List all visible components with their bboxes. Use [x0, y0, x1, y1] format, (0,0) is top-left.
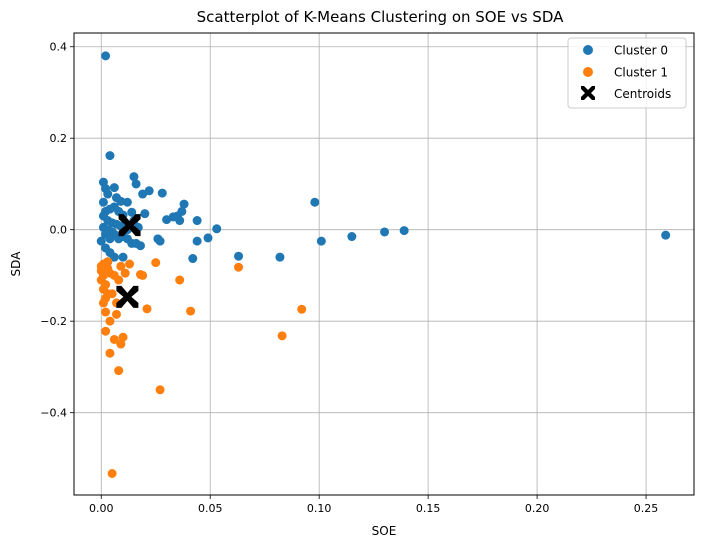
- cluster-0-point: [144, 186, 154, 196]
- y-tick-label: 0.2: [50, 132, 68, 145]
- cluster-0-point: [98, 197, 108, 207]
- cluster-0-point: [109, 183, 119, 193]
- y-tick-label: 0.0: [50, 224, 68, 237]
- cluster-0-point: [234, 251, 244, 261]
- cluster-0-point: [140, 209, 150, 219]
- cluster-1-point: [101, 307, 111, 317]
- cluster-0-point: [661, 230, 671, 240]
- x-tick-label: 0.15: [416, 502, 441, 515]
- cluster-1-point: [116, 261, 126, 271]
- cluster-0-point: [122, 197, 132, 207]
- cluster-0-point: [380, 227, 390, 237]
- x-tick-label: 0.20: [525, 502, 550, 515]
- centroid-marker: [116, 285, 139, 308]
- y-tick-label: 0.4: [50, 41, 68, 54]
- cluster-0-point: [399, 226, 409, 236]
- cluster-0-point: [109, 252, 119, 262]
- axis-ticks: 0.00 0.05 0.10 0.15 0.20 0.25 −0.4 −0.2 0.0 0.2 0.…: [40, 41, 658, 515]
- cluster-1-point: [101, 326, 111, 336]
- cluster-1-point: [118, 332, 128, 342]
- cluster-1-point: [138, 270, 148, 280]
- chart-title: Scatterplot of K-Means Clustering on SOE…: [197, 8, 564, 26]
- y-axis-label: SDA: [9, 251, 23, 277]
- cluster-1-point: [297, 304, 307, 314]
- cluster-0-point: [157, 188, 167, 198]
- cluster-1-point: [114, 366, 124, 376]
- cluster-0-point: [203, 233, 213, 243]
- x-tick-label: 0.10: [307, 502, 332, 515]
- legend-label-cluster-1: Cluster 1: [614, 66, 668, 80]
- x-tick-label: 0.05: [198, 502, 223, 515]
- legend-marker-cluster-0: [583, 45, 593, 55]
- cluster-1-point: [105, 316, 115, 326]
- cluster-1-point: [111, 309, 121, 319]
- plot-frame: [73, 32, 695, 496]
- cluster-1-point: [109, 334, 119, 344]
- cluster-0-point: [192, 216, 202, 226]
- cluster-0-point: [135, 241, 145, 251]
- cluster-1-point: [151, 258, 161, 268]
- cluster-1-point: [107, 289, 117, 299]
- cluster-0-point: [347, 232, 357, 242]
- cluster-1-point: [142, 304, 152, 314]
- legend-label-cluster-0: Cluster 0: [614, 44, 668, 58]
- cluster-0-point: [101, 51, 111, 61]
- cluster-0-point: [162, 215, 172, 225]
- cluster-0-point: [155, 236, 165, 246]
- cluster-0-point: [103, 189, 113, 199]
- cluster-1-point: [125, 259, 135, 269]
- cluster-0-point: [127, 207, 137, 217]
- cluster-1-point: [277, 331, 287, 341]
- y-tick-label: −0.2: [40, 315, 67, 328]
- cluster-1-point: [186, 306, 196, 316]
- cluster-1-point: [116, 339, 126, 349]
- cluster-1-point: [103, 257, 113, 267]
- cluster-0-point: [129, 172, 139, 182]
- x-tick-label: 0.25: [634, 502, 659, 515]
- cluster-0-point: [175, 216, 185, 226]
- cluster-0-point: [131, 179, 141, 189]
- cluster-1-point: [155, 385, 165, 395]
- cluster-0-point: [188, 254, 198, 264]
- cluster-1-point: [114, 275, 124, 285]
- legend-marker-centroids: [581, 86, 595, 100]
- cluster-1-point: [105, 348, 115, 358]
- legend-marker-cluster-1: [583, 67, 593, 77]
- x-tick-label: 0.00: [89, 502, 114, 515]
- legend-label-centroids: Centroids: [614, 87, 671, 101]
- legend-box: [567, 37, 687, 109]
- cluster-0-point: [212, 224, 222, 234]
- data-points: [96, 51, 671, 479]
- cluster-0-point: [316, 236, 326, 246]
- cluster-1-point: [120, 268, 130, 278]
- cluster-0-point: [192, 236, 202, 246]
- cluster-1-point: [234, 262, 244, 272]
- cluster-0-point: [310, 197, 320, 207]
- cluster-0-point: [275, 252, 285, 262]
- centroid-marker: [118, 214, 141, 237]
- cluster-1-point: [175, 275, 185, 285]
- legend: Cluster 0 Cluster 1 Centroids: [567, 37, 687, 109]
- cluster-0-point: [105, 151, 115, 161]
- x-axis-label: SOE: [372, 524, 397, 538]
- cluster-0-point: [96, 236, 106, 246]
- cluster-0-point: [105, 234, 115, 244]
- cluster-1-point: [107, 469, 117, 479]
- cluster-0-point: [179, 199, 189, 209]
- y-tick-label: −0.4: [40, 407, 67, 420]
- cluster-0-point: [118, 252, 128, 262]
